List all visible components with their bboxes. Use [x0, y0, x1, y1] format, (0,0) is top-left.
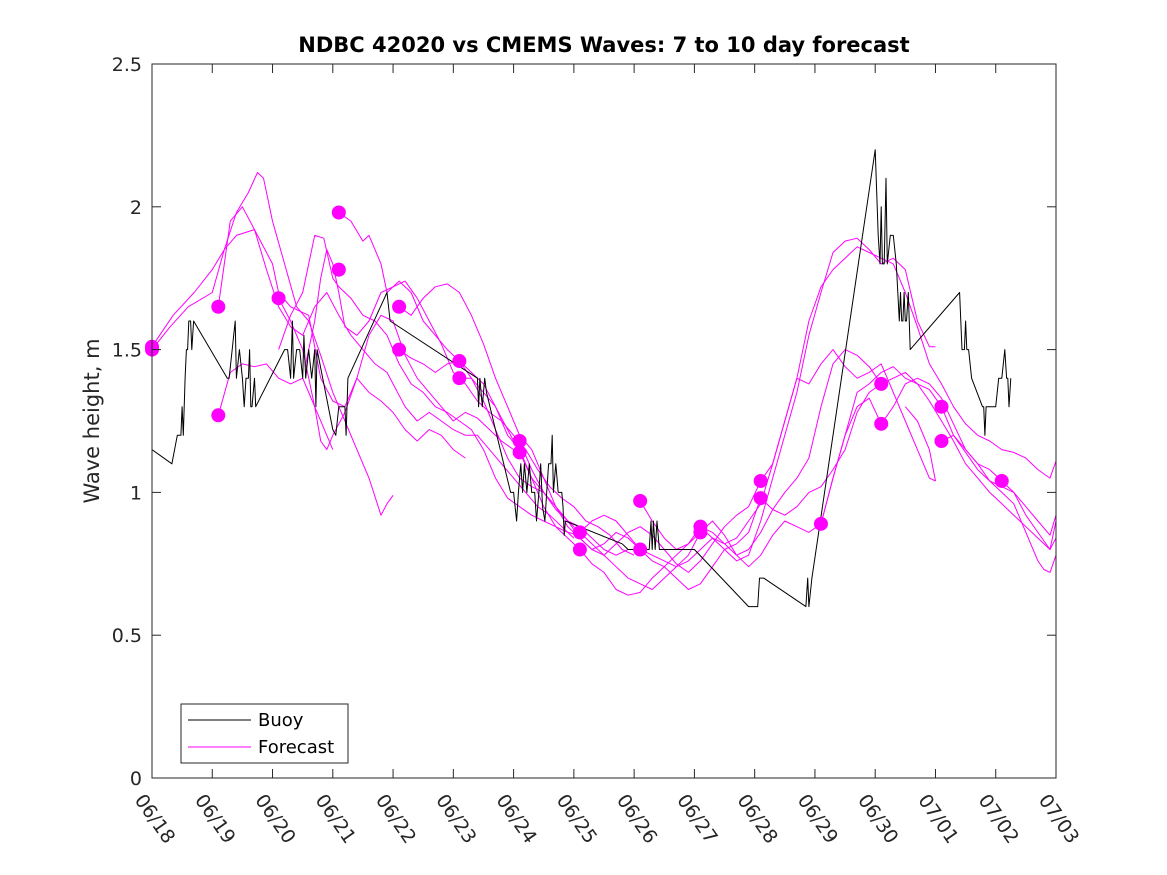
legend-box — [180, 703, 349, 764]
legend-buoy-label: Buoy — [258, 710, 304, 731]
y-tick-label: 1 — [130, 482, 142, 504]
forecast-marker — [934, 399, 949, 414]
forecast-marker — [572, 542, 587, 557]
forecast-series-line — [338, 212, 641, 556]
forecast-marker — [633, 542, 648, 557]
chart-title: NDBC 42020 vs CMEMS Waves: 7 to 10 day f… — [298, 33, 909, 57]
forecast-marker — [331, 262, 346, 277]
forecast-marker — [813, 516, 828, 531]
forecast-series-line — [398, 283, 701, 568]
forecast-marker — [874, 376, 889, 391]
forecast-marker — [392, 299, 407, 314]
y-tick-label: 0 — [130, 768, 142, 790]
forecast-marker — [934, 433, 949, 448]
forecast-series-line — [760, 371, 1056, 550]
forecast-marker — [994, 473, 1009, 488]
y-tick-label: 2 — [130, 197, 142, 219]
plot-area — [152, 64, 1056, 778]
forecast-marker — [271, 291, 286, 306]
forecast-series-line — [152, 172, 394, 516]
legend-forecast-label: Forecast — [258, 737, 334, 758]
forecast-series-line — [459, 377, 762, 596]
y-tick-label: 0.5 — [112, 625, 142, 647]
forecast-marker — [331, 205, 346, 220]
y-tick-label: 1.5 — [112, 340, 142, 362]
forecast-series-line — [760, 246, 1056, 482]
forecast-series-line — [904, 406, 936, 482]
forecast-marker — [693, 525, 708, 540]
forecast-series-line — [217, 363, 334, 450]
axes-box — [151, 63, 1057, 779]
forecast-marker — [753, 473, 768, 488]
forecast-marker — [512, 445, 527, 460]
forecast-series-line — [700, 237, 936, 562]
forecast-marker — [874, 416, 889, 431]
forecast-series-line — [941, 434, 1056, 573]
buoy-series-line — [152, 149, 1012, 608]
y-axis: 0 0.5 1 1.5 2 2.5 — [112, 54, 1056, 790]
forecast-series-line — [305, 249, 635, 556]
legend: Buoy Forecast — [180, 703, 349, 764]
forecast-series-line — [152, 229, 514, 451]
forecast-marker — [211, 299, 226, 314]
forecast-marker — [753, 491, 768, 506]
forecast-marker — [572, 525, 587, 540]
forecast-series-line — [278, 234, 581, 536]
forecast-marker — [633, 493, 648, 508]
forecast-marker — [452, 371, 467, 386]
y-axis-label: Wave height, m — [80, 338, 104, 503]
forecast-marker — [452, 354, 467, 369]
marker-layer — [145, 205, 1009, 557]
y-tick-label: 2.5 — [112, 54, 142, 76]
forecast-marker — [211, 408, 226, 423]
forecast-marker — [392, 342, 407, 357]
